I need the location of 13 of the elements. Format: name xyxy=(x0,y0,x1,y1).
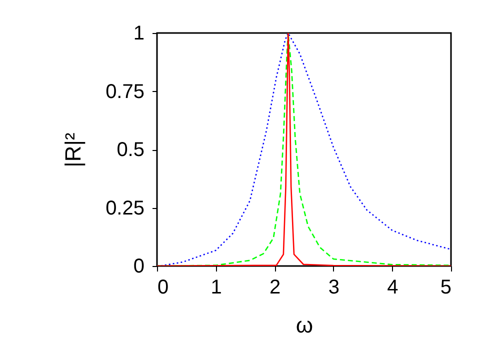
y-tick-label: 0.25 xyxy=(106,197,144,220)
x-tick-label: 5 xyxy=(440,276,452,298)
x-tick-label: 0 xyxy=(158,276,169,298)
y-axis-title: |R|² xyxy=(60,132,86,168)
x-axis-title: ω xyxy=(296,312,314,338)
x-tick-label: 3 xyxy=(328,276,340,298)
y-tick-label: 0 xyxy=(133,256,144,278)
x-tick-label: 4 xyxy=(387,276,398,298)
y-tick-label: 0.5 xyxy=(116,139,144,161)
x-tick-label: 1 xyxy=(210,276,222,298)
y-tick-label: 1 xyxy=(133,22,144,44)
x-tick-label: 2 xyxy=(270,276,281,298)
y-tick-label: 0.75 xyxy=(106,80,144,103)
